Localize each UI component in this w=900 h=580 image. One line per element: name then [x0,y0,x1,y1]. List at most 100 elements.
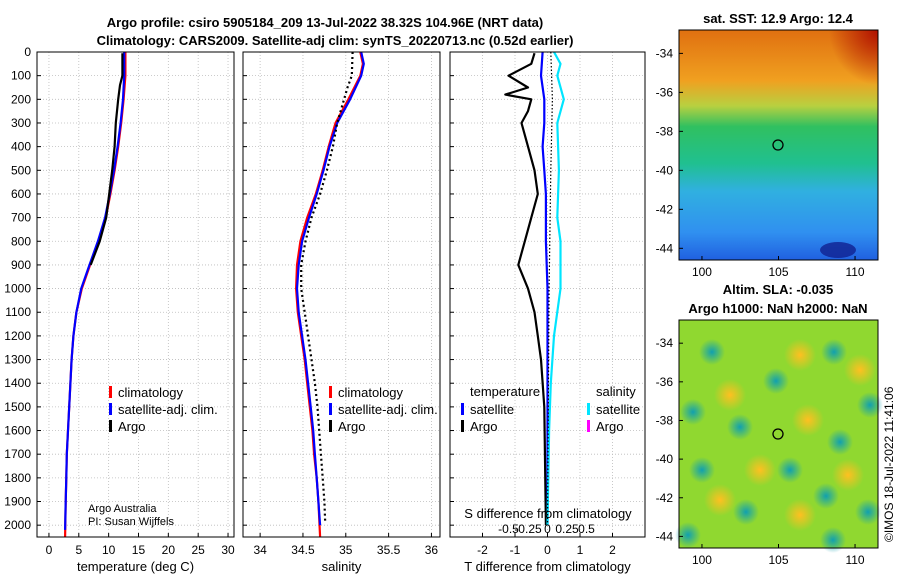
legend-label: Argo [338,419,365,434]
map-bottom-title-2: Argo h1000: NaN h2000: NaN [688,301,867,316]
x-tick-label: 20 [162,543,176,557]
map-y-tick-label: -44 [656,241,674,255]
legend-label: Argo [596,419,623,434]
salinity-panel: 34 34.5 35 35.5 36 salinity [242,51,441,574]
legend-label: Argo [470,419,497,434]
x-tick-label: 34.5 [291,543,315,557]
legend-swatch-argo [109,420,112,432]
sla-low-blob [821,339,847,365]
series-line-climatology [295,51,364,538]
map-x-tick-label: 100 [692,265,712,279]
x-axis-label: T difference from climatology [464,559,631,574]
sla-high-blob [784,339,816,371]
sla-high-blob [844,354,876,386]
legend-label: satellite-adj. clim. [118,402,218,417]
credit-line-1: Argo Australia [88,503,157,515]
y-tick-label: 200 [11,92,31,106]
series-line-argo [300,51,354,523]
legend-swatch-argo [329,420,332,432]
y-tick-label: 1900 [4,495,31,509]
legend-label: satellite [596,402,640,417]
y-tick-label: 1700 [4,447,31,461]
y-tick-label: 1000 [4,282,31,296]
sla-low-blob [733,499,759,525]
map-top-title: sat. SST: 12.9 Argo: 12.4 [703,11,854,26]
x-tick-label: 35.5 [377,543,401,557]
watermark: ©IMOS 18-Jul-2022 11:41:06 [882,386,896,542]
y-tick-label: 0 [24,45,31,59]
x-tick-label: 2 [609,543,616,557]
x-axis-label-2: S difference from climatology [464,506,632,521]
series-line-satellite-adj-clim- [295,51,365,526]
x-tick-label: 1 [577,543,584,557]
sst-cold-spot [820,242,856,258]
y-tick-label: 300 [11,116,31,130]
x2-tick-label: 0 [544,522,551,536]
sst-warm-corner [780,30,878,140]
argo-location-marker [772,139,784,151]
sla-low-blob [727,414,753,440]
x-tick-label: 25 [192,543,206,557]
sla-blobs [675,339,883,553]
sla-low-blob [857,392,883,418]
y-tick-label: 1300 [4,353,31,367]
sla-low-blob [680,399,706,425]
y-tick-label: 1500 [4,400,31,414]
x-tick-label: 30 [221,543,235,557]
legend-header-salinity: salinity [596,384,636,399]
legend-header-temperature: temperature [470,384,540,399]
y-tick-label: 900 [11,258,31,272]
map-y-tick-label: -38 [656,124,674,138]
map-y-tick-label: -34 [656,46,674,60]
legend-label: satellite-adj. clim. [338,402,438,417]
map-x-tick-label: 110 [845,553,864,567]
series-line-salinity-argo [546,51,554,526]
y-tick-label: 1200 [4,329,31,343]
sla-low-blob [827,429,853,455]
legend-label: climatology [118,385,184,400]
x-tick-label: 15 [132,543,146,557]
sla-map [675,319,883,553]
y-tick-label: 100 [11,69,31,83]
y-tick-label: 1600 [4,424,31,438]
legend-swatch-climatology [109,386,112,398]
x-tick-label: -2 [477,543,488,557]
salinity-legend: climatology satellite-adj. clim. Argo [329,385,438,434]
x2-tick-label: 0.5 [578,522,595,536]
sla-high-blob [792,404,824,436]
credit-line-2: PI: Susan Wijffels [88,516,174,528]
y-tick-label: 1400 [4,376,31,390]
x2-tick-label: -0.5 [498,522,519,536]
temperature-legend: climatology satellite-adj. clim. Argo [109,385,218,434]
legend-swatch-satellite [329,403,332,415]
map-x-tick-label: 110 [845,265,864,279]
x-tick-label: 5 [75,543,82,557]
x-axis-label: temperature (deg C) [77,559,194,574]
legend-swatch-satellite [109,403,112,415]
map-x-tick-label: 100 [692,553,712,567]
series-line-salinity-satellite [546,51,565,526]
sst-map [678,29,879,261]
series-line-temperature-satellite [539,51,549,526]
sla-high-blob [714,379,746,411]
sla-high-blob [832,459,864,491]
plot-frame [242,51,441,538]
map-y-tick-label: -38 [656,413,674,427]
map-y-tick-label: -42 [656,491,674,505]
x2-tick-label: -0.25 [514,522,542,536]
x-tick-label: 35 [339,543,353,557]
legend-swatch-t-satellite [461,403,464,415]
sla-low-blob [813,483,839,509]
series-line-argo [89,53,124,266]
map-y-tick-label: -34 [656,336,674,350]
map-bottom-axes: 100 105 110 -34 -36 -38 -40 -42 -44 [656,336,865,567]
sla-low-blob [689,457,715,483]
y-tick-label: 600 [11,187,31,201]
y-tick-label: 700 [11,211,31,225]
x-tick-label: 0 [46,543,53,557]
y-tick-label: 1100 [5,305,31,319]
series-line-temperature-argo [504,52,547,526]
map-x-tick-label: 105 [768,553,788,567]
y-tick-label: 800 [11,234,31,248]
